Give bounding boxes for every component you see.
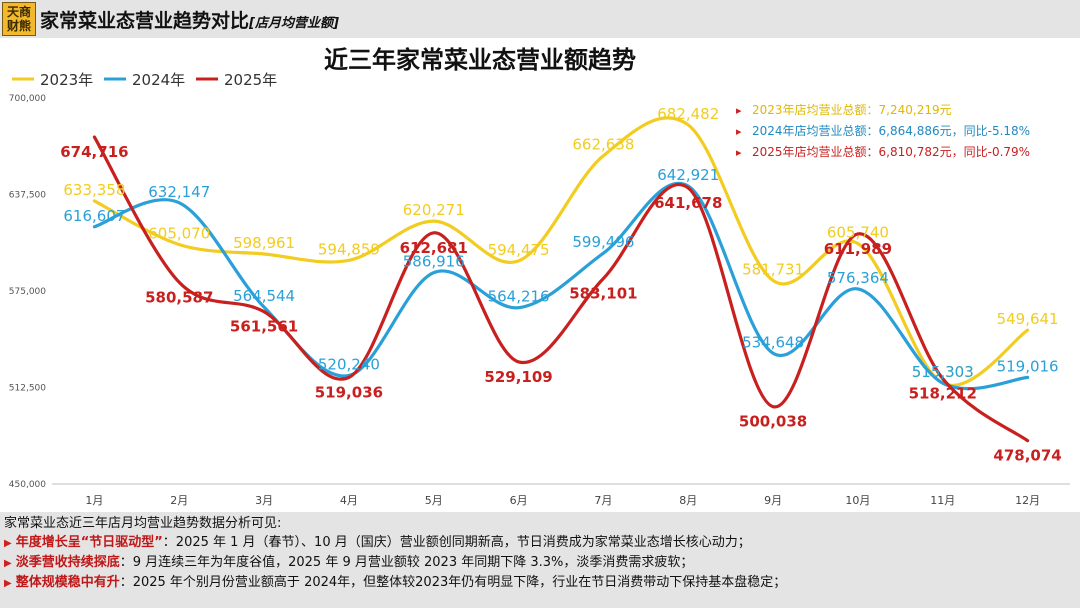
data-label: 594,475 <box>488 241 550 259</box>
x-tick-label: 6月 <box>510 494 528 507</box>
chart-panel: 近三年家常菜业态营业额趋势 2023年 2024年 2025年 450,000 512,5… <box>0 38 1080 512</box>
annotation-bullet-icon: ▸ <box>736 104 742 117</box>
data-label: 520,240 <box>318 356 380 374</box>
analysis-point: ▶ 年度增长呈“节日驱动型”：2025 年 1 月（春节）、10 月（国庆）营业额… <box>0 533 1080 553</box>
page-title: 家常菜业态营业趋势对比[店月均营业额] <box>40 6 339 33</box>
logo-line-1: 天商 <box>6 5 31 19</box>
data-label: 642,921 <box>657 166 719 184</box>
page-title-text: 家常菜业态营业趋势对比 <box>40 10 250 32</box>
legend-label: 2023年 <box>40 71 93 89</box>
data-label: 564,216 <box>488 288 550 306</box>
legend-label: 2025年 <box>224 71 277 89</box>
annotation-bullet-icon: ▸ <box>736 146 742 159</box>
data-label: 641,678 <box>654 194 722 212</box>
data-label: 529,109 <box>484 368 552 386</box>
chart-legend: 2023年 2024年 2025年 <box>12 71 277 89</box>
x-tick-label: 4月 <box>340 494 358 507</box>
header: 天商 财熊 家常菜业态营业趋势对比[店月均营业额] <box>0 0 1080 38</box>
data-label: 612,681 <box>400 239 468 257</box>
y-tick-label: 450,000 <box>9 480 46 490</box>
data-label: 605,070 <box>148 225 210 243</box>
analysis-point-head: 年度增长呈“节日驱动型” <box>15 535 163 550</box>
data-label: 605,740 <box>827 224 889 242</box>
x-tick-label: 8月 <box>679 494 697 507</box>
x-tick-label: 11月 <box>930 494 955 507</box>
data-label: 561,561 <box>230 318 298 336</box>
y-tick-label: 637,500 <box>9 191 46 201</box>
x-tick-label: 2月 <box>170 494 188 507</box>
annotation-text: 2023年店均营业总额：7,240,219元 <box>752 103 952 117</box>
x-tick-label: 7月 <box>594 494 612 507</box>
bullet-icon: ▶ <box>4 558 12 569</box>
data-label: 534,648 <box>742 333 804 351</box>
analysis-point-body: ：2025 年 1 月（春节）、10 月（国庆）营业额创同期新高，节日消费成为家… <box>162 535 751 550</box>
bullet-icon: ▶ <box>4 538 12 549</box>
x-tick-label: 1月 <box>85 494 103 507</box>
annotation-text: 2025年店均营业总额：6,810,782元，同比-0.79% <box>752 145 1030 159</box>
chart-annotations: ▸ 2023年店均营业总额：7,240,219元 ▸ 2024年店均营业总额：6,86… <box>736 103 1030 159</box>
analysis-section: 家常菜业态近三年店月均营业趋势数据分析可见: ▶ 年度增长呈“节日驱动型”：202… <box>0 514 1080 608</box>
brand-logo: 天商 财熊 <box>2 2 36 36</box>
y-tick-label: 512,500 <box>9 384 46 394</box>
y-tick-label: 700,000 <box>9 94 46 104</box>
data-label: 599,496 <box>572 233 634 251</box>
analysis-intro: 家常菜业态近三年店月均营业趋势数据分析可见: <box>4 516 282 531</box>
data-label: 598,961 <box>233 234 295 252</box>
data-label: 682,482 <box>657 105 719 123</box>
data-label: 611,989 <box>824 240 892 258</box>
data-label: 515,303 <box>912 363 974 381</box>
series-line <box>92 181 1030 391</box>
x-tick-label: 9月 <box>764 494 782 507</box>
data-label: 519,016 <box>997 357 1059 375</box>
data-label: 594,859 <box>318 240 380 258</box>
bullet-icon: ▶ <box>4 578 12 589</box>
data-label: 616,607 <box>63 207 125 225</box>
analysis-point-body: ：2025 年个别月份营业额高于 2024年，但整体较2023年仍有明显下降，行… <box>119 575 787 590</box>
series-line <box>92 135 1030 443</box>
data-label: 632,147 <box>148 183 210 201</box>
line-chart: 近三年家常菜业态营业额趋势 2023年 2024年 2025年 450,000 512,5… <box>9 46 1070 507</box>
annotation-text: 2024年店均营业总额：6,864,886元，同比-5.18% <box>752 124 1030 138</box>
data-label: 500,038 <box>739 413 807 431</box>
series-line <box>92 116 1030 388</box>
analysis-point: ▶ 整体规模稳中有升：2025 年个别月份营业额高于 2024年，但整体较2023… <box>0 573 1080 593</box>
x-tick-label: 10月 <box>845 494 870 507</box>
logo-line-2: 财熊 <box>6 19 31 33</box>
data-label: 633,358 <box>63 181 125 199</box>
data-label: 549,641 <box>997 310 1059 328</box>
legend-label: 2024年 <box>132 71 185 89</box>
data-label: 478,074 <box>993 447 1061 465</box>
analysis-point-head: 整体规模稳中有升 <box>15 575 120 590</box>
data-label: 564,544 <box>233 287 295 305</box>
data-label: 580,587 <box>145 288 213 306</box>
chart-title: 近三年家常菜业态营业额趋势 <box>324 46 636 74</box>
data-label: 515,303 <box>912 363 974 381</box>
data-label: 674,716 <box>60 143 128 161</box>
x-tick-label: 12月 <box>1015 494 1040 507</box>
data-label: 581,731 <box>742 261 804 279</box>
analysis-point-head: 淡季营收持续探底 <box>15 555 120 570</box>
y-tick-label: 575,000 <box>9 287 46 297</box>
x-tick-label: 5月 <box>425 494 443 507</box>
data-label: 662,638 <box>572 136 634 154</box>
data-label: 518,212 <box>909 385 977 403</box>
x-tick-label: 3月 <box>255 494 273 507</box>
data-label: 586,916 <box>403 253 465 271</box>
data-label: 620,271 <box>403 201 465 219</box>
analysis-point: ▶ 淡季营收持续探底：9 月连续三年为年度谷值，2025 年 9 月营业额较 20… <box>0 553 1080 573</box>
data-label: 583,101 <box>569 284 637 302</box>
page-subtitle: [店月均营业额] <box>249 16 339 31</box>
data-label: 576,364 <box>827 269 889 287</box>
analysis-point-body: ：9 月连续三年为年度谷值，2025 年 9 月营业额较 2023 年同期下降 … <box>119 555 694 570</box>
data-label: 519,036 <box>315 383 383 401</box>
annotation-bullet-icon: ▸ <box>736 125 742 138</box>
